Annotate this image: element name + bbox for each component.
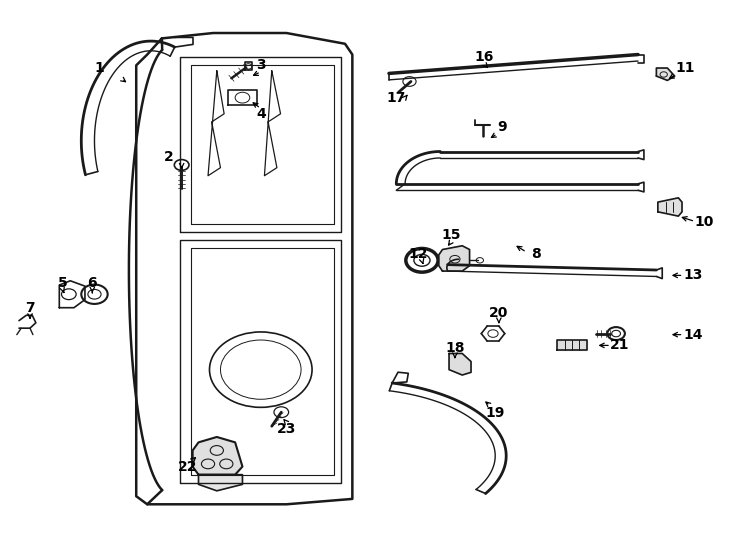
Text: 22: 22 <box>178 460 197 474</box>
Text: 10: 10 <box>694 214 713 228</box>
Text: 17: 17 <box>387 91 406 105</box>
Text: 12: 12 <box>409 247 428 261</box>
Text: 1: 1 <box>95 61 104 75</box>
Text: 14: 14 <box>683 328 702 342</box>
Text: 18: 18 <box>445 341 465 355</box>
Polygon shape <box>558 340 586 350</box>
Text: 20: 20 <box>489 306 509 320</box>
Text: 6: 6 <box>87 276 97 291</box>
Text: 21: 21 <box>610 339 630 353</box>
Text: 23: 23 <box>277 422 296 436</box>
Polygon shape <box>439 246 470 271</box>
Text: 3: 3 <box>256 58 266 72</box>
Text: 7: 7 <box>25 301 34 315</box>
Text: 16: 16 <box>474 50 494 64</box>
Text: 4: 4 <box>256 107 266 121</box>
Text: 11: 11 <box>676 61 695 75</box>
Polygon shape <box>656 68 675 80</box>
Text: 13: 13 <box>683 268 702 282</box>
Text: 9: 9 <box>498 120 507 134</box>
Polygon shape <box>449 354 471 375</box>
Text: 5: 5 <box>58 276 68 291</box>
Polygon shape <box>658 198 682 216</box>
Polygon shape <box>192 437 242 475</box>
Text: 2: 2 <box>164 150 174 164</box>
Text: 8: 8 <box>531 247 540 261</box>
Text: 19: 19 <box>485 406 505 420</box>
Polygon shape <box>198 475 242 491</box>
Text: 15: 15 <box>441 228 461 242</box>
